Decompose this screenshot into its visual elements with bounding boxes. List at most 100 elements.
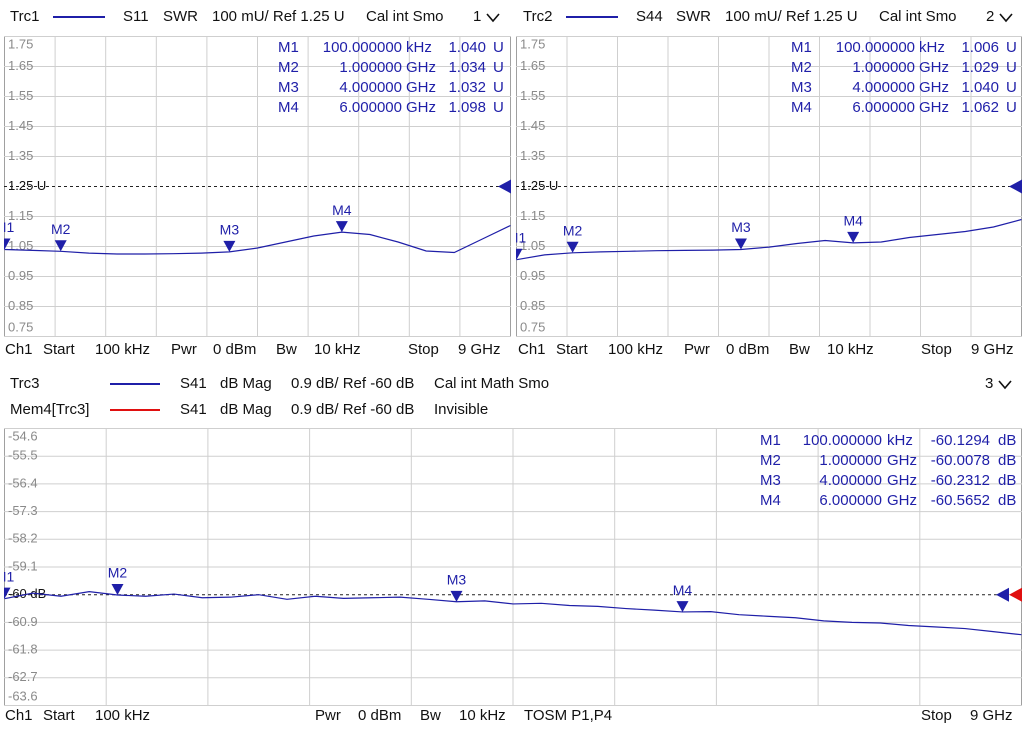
trace-name: Trc3 [10, 375, 40, 392]
marker-unit: dB [998, 452, 1017, 469]
y-tick-label: 1.15 [520, 208, 545, 223]
marker-name: M3 [791, 79, 812, 96]
marker-label: M1 [4, 568, 14, 584]
marker-unit: U [493, 79, 504, 96]
footer-item: 10 kHz [827, 341, 874, 358]
footer-item: Stop [921, 707, 952, 724]
marker-label: M3 [220, 222, 240, 238]
marker-freq-unit: kHz [406, 39, 432, 56]
marker-freq: 6.000000 [819, 492, 882, 509]
footer-item: TOSM P1,P4 [524, 707, 613, 724]
marker [4, 587, 11, 599]
channel-index: 3 [985, 375, 994, 392]
trace-param: SWR [676, 8, 711, 25]
y-tick-label: 1.65 [8, 58, 33, 73]
marker-value: 1.006 [961, 39, 999, 56]
trace [516, 218, 1022, 261]
marker-freq: 1.000000 [339, 59, 402, 76]
marker-label: M4 [332, 202, 352, 218]
footer-item: Bw [789, 341, 810, 358]
marker [847, 231, 860, 243]
trace-name: Mem4[Trc3] [10, 401, 90, 418]
channel-index: 1 [473, 8, 482, 25]
marker-name: M2 [760, 452, 781, 469]
marker-unit: U [1006, 59, 1017, 76]
trace-param: SWR [163, 8, 198, 25]
marker-freq: 4.000000 [852, 79, 915, 96]
marker [676, 601, 689, 613]
trace-menu[interactable] [486, 13, 500, 23]
marker-unit: U [493, 59, 504, 76]
marker-freq-unit: GHz [887, 452, 917, 469]
marker-freq: 1.000000 [852, 59, 915, 76]
y-tick-label: -55.5 [8, 448, 38, 463]
trace-menu[interactable] [999, 13, 1013, 23]
y-tick-label: -62.7 [8, 669, 38, 684]
marker-unit: dB [998, 472, 1017, 489]
marker-freq: 6.000000 [339, 99, 402, 116]
marker [335, 221, 348, 233]
marker-value: 1.032 [448, 79, 486, 96]
footer-item: Ch1 [518, 341, 546, 358]
trace [4, 591, 1022, 636]
marker-name: M3 [760, 472, 781, 489]
trace-param: 100 mU/ Ref 1.25 U [725, 8, 858, 25]
trace-menu[interactable] [998, 380, 1012, 390]
y-tick-label: 1.45 [520, 118, 545, 133]
marker-freq: 100.000000 [802, 432, 882, 449]
marker-name: M3 [278, 79, 299, 96]
marker-freq: 4.000000 [819, 472, 882, 489]
marker-freq-unit: GHz [919, 59, 949, 76]
y-tick-label: 1.25 U [520, 178, 558, 193]
marker-name: M4 [760, 492, 781, 509]
trace-param: Cal int Smo [879, 8, 957, 25]
trace-param: 0.9 dB/ Ref -60 dB [291, 401, 415, 418]
marker-freq: 100.000000 [322, 39, 402, 56]
marker-unit: U [493, 99, 504, 116]
marker-unit: U [1006, 79, 1017, 96]
marker-label: M3 [731, 219, 751, 235]
footer-item: 9 GHz [971, 341, 1014, 358]
trace-param: S41 [180, 375, 207, 392]
marker-unit: U [1006, 39, 1017, 56]
trace-swatch [110, 409, 160, 411]
footer-item: Pwr [315, 707, 341, 724]
y-tick-label: 1.75 [8, 36, 33, 51]
trace-swatch [53, 16, 105, 18]
trace-param: S41 [180, 401, 207, 418]
footer-item: 100 kHz [95, 707, 151, 724]
y-tick-label: -60 dB [8, 586, 46, 601]
marker-label: M1 [516, 229, 526, 245]
y-tick-label: 1.75 [520, 36, 545, 51]
footer-item: Ch1 [5, 707, 33, 724]
marker-name: M2 [278, 59, 299, 76]
marker-label: M3 [447, 572, 467, 588]
marker-value: 1.034 [448, 59, 486, 76]
marker-value: -60.5652 [930, 492, 990, 509]
y-tick-label: 1.15 [8, 208, 33, 223]
marker-freq-unit: GHz [919, 79, 949, 96]
footer-item: Stop [408, 341, 439, 358]
marker-name: M1 [760, 432, 781, 449]
footer-item: 0 dBm [726, 341, 770, 358]
marker-value: -60.1294 [930, 432, 990, 449]
reference-arrow [996, 587, 1009, 602]
y-tick-label: -63.6 [8, 688, 38, 703]
marker-value: -60.0078 [930, 452, 990, 469]
marker-freq-unit: GHz [406, 99, 436, 116]
marker-unit: dB [998, 432, 1017, 449]
marker-unit: U [1006, 99, 1017, 116]
y-tick-label: 1.45 [8, 118, 33, 133]
footer-item: 10 kHz [459, 707, 506, 724]
y-tick-label: -57.3 [8, 503, 38, 518]
marker-freq-unit: GHz [919, 99, 949, 116]
trace-name: Trc2 [523, 8, 553, 25]
y-tick-label: 0.75 [520, 319, 545, 334]
y-tick-label: 0.85 [8, 298, 33, 313]
y-tick-label: -59.1 [8, 558, 38, 573]
trace-param: S44 [636, 8, 663, 25]
marker-name: M2 [791, 59, 812, 76]
marker [516, 248, 523, 260]
reference-arrow [498, 179, 511, 194]
